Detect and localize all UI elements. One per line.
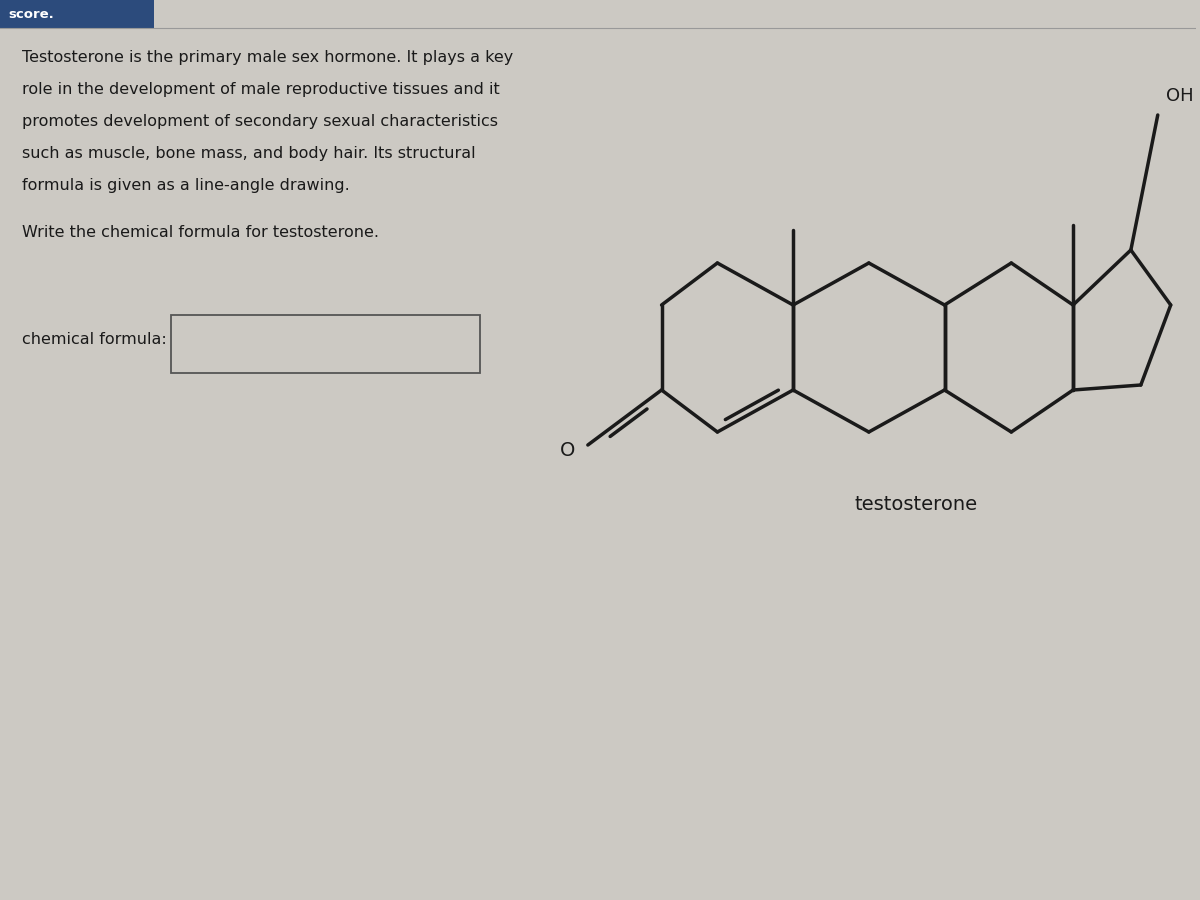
Text: formula is given as a line-angle drawing.: formula is given as a line-angle drawing… (22, 178, 349, 193)
Text: promotes development of secondary sexual characteristics: promotes development of secondary sexual… (22, 114, 498, 129)
Text: OH: OH (1165, 87, 1193, 105)
Text: testosterone: testosterone (854, 495, 978, 514)
Text: such as muscle, bone mass, and body hair. Its structural: such as muscle, bone mass, and body hair… (22, 146, 475, 161)
FancyBboxPatch shape (0, 0, 155, 28)
Text: Testosterone is the primary male sex hormone. It plays a key: Testosterone is the primary male sex hor… (22, 50, 514, 65)
Text: score.: score. (8, 7, 54, 21)
FancyBboxPatch shape (172, 315, 480, 373)
Text: Write the chemical formula for testosterone.: Write the chemical formula for testoster… (22, 225, 379, 240)
Text: O: O (559, 442, 575, 461)
Text: role in the development of male reproductive tissues and it: role in the development of male reproduc… (22, 82, 499, 97)
Text: chemical formula:: chemical formula: (22, 332, 167, 347)
